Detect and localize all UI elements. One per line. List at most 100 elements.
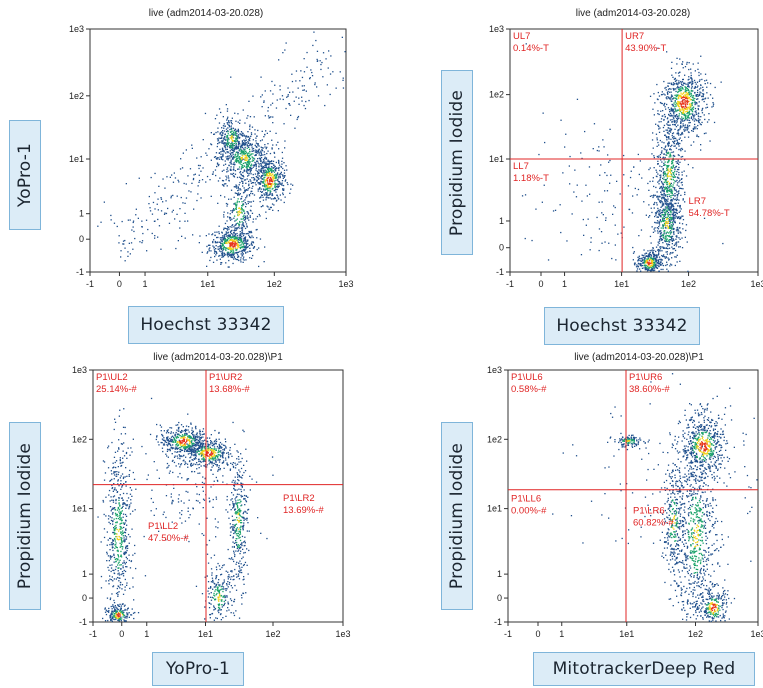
scatter-point [685, 92, 687, 94]
scatter-point [674, 106, 676, 108]
scatter-point [225, 144, 227, 146]
scatter-point [667, 203, 669, 205]
scatter-point [271, 166, 273, 168]
scatter-point [672, 166, 674, 168]
scatter-point [230, 250, 232, 252]
scatter-point [678, 82, 681, 84]
scatter-point [229, 235, 231, 238]
scatter-point [201, 533, 203, 535]
scatter-point [671, 133, 674, 135]
scatter-point [655, 265, 657, 268]
scatter-point [665, 225, 667, 227]
scatter-point [258, 175, 260, 177]
scatter-point [669, 206, 671, 208]
scatter-point [688, 119, 691, 122]
scatter-point [259, 157, 261, 160]
scatter-point [229, 243, 231, 245]
scatter-point [669, 148, 671, 150]
scatter-point [306, 66, 308, 68]
scatter-point [256, 177, 259, 179]
scatter-point [694, 87, 696, 89]
scatter-point [678, 115, 680, 117]
scatter-point [678, 142, 680, 145]
scatter-point [246, 226, 248, 228]
scatter-point [235, 249, 237, 252]
scatter-point [667, 82, 669, 84]
scatter-point [683, 114, 685, 117]
scatter-point [271, 139, 273, 141]
scatter-point [642, 259, 644, 261]
scatter-point [223, 183, 226, 185]
scatter-point [129, 253, 131, 255]
scatter-point [230, 247, 232, 249]
scatter-point [230, 570, 232, 572]
scatter-point [651, 226, 653, 228]
scatter-point [251, 143, 253, 145]
scatter-point [319, 60, 321, 62]
scatter-point [221, 566, 223, 569]
scatter-point [652, 108, 654, 110]
scatter-point [332, 71, 334, 73]
scatter-point [231, 557, 233, 559]
scatter-point [222, 149, 224, 151]
scatter-point [663, 118, 665, 121]
scatter-point [668, 241, 670, 243]
scatter-point [244, 249, 246, 252]
scatter-point [668, 219, 670, 221]
scatter-point [675, 147, 678, 149]
scatter-point [245, 248, 247, 250]
scatter-point [678, 177, 680, 179]
scatter-point [669, 263, 672, 265]
scatter-point [690, 89, 692, 91]
scatter-point [674, 202, 676, 205]
scatter-point [272, 474, 274, 476]
scatter-point [229, 126, 231, 128]
scatter-point [182, 152, 184, 154]
scatter-point [679, 110, 681, 113]
scatter-point [266, 171, 269, 173]
scatter-point [232, 130, 234, 132]
scatter-point [239, 163, 241, 165]
scatter-point [684, 201, 686, 203]
scatter-point [657, 262, 659, 264]
scatter-point [212, 473, 214, 475]
scatter-point [671, 95, 673, 97]
scatter-point [664, 106, 666, 108]
scatter-point [245, 139, 247, 141]
scatter-point [673, 212, 675, 214]
gate-lower-right-name: LR7 [689, 196, 706, 207]
scatter-point [682, 88, 684, 90]
scatter-point [670, 108, 672, 110]
scatter-point [230, 243, 233, 245]
scatter-point [169, 470, 171, 472]
scatter-point [144, 575, 147, 577]
scatter-point [293, 100, 295, 102]
scatter-point [235, 224, 237, 226]
scatter-point [282, 184, 285, 187]
scatter-point [650, 207, 652, 209]
scatter-point [243, 256, 245, 258]
scatter-point [230, 198, 232, 200]
scatter-point [272, 178, 274, 180]
scatter-point [662, 234, 664, 236]
scatter-point [652, 247, 654, 249]
scatter-point [223, 211, 225, 213]
scatter-point [233, 226, 235, 228]
scatter-point [669, 208, 671, 210]
scatter-point [640, 262, 642, 265]
scatter-point [677, 143, 679, 146]
scatter-point [672, 215, 675, 217]
scatter-point [649, 254, 652, 256]
scatter-point [668, 195, 671, 197]
scatter-point [663, 178, 665, 180]
scatter-point [253, 194, 256, 196]
scatter-point [114, 421, 117, 423]
scatter-point [671, 95, 674, 97]
scatter-point [235, 134, 237, 136]
scatter-point [243, 179, 246, 181]
scatter-point [261, 165, 263, 168]
scatter-point [104, 472, 107, 474]
scatter-point [247, 189, 249, 191]
scatter-point [228, 238, 230, 240]
scatter-point [665, 150, 668, 152]
